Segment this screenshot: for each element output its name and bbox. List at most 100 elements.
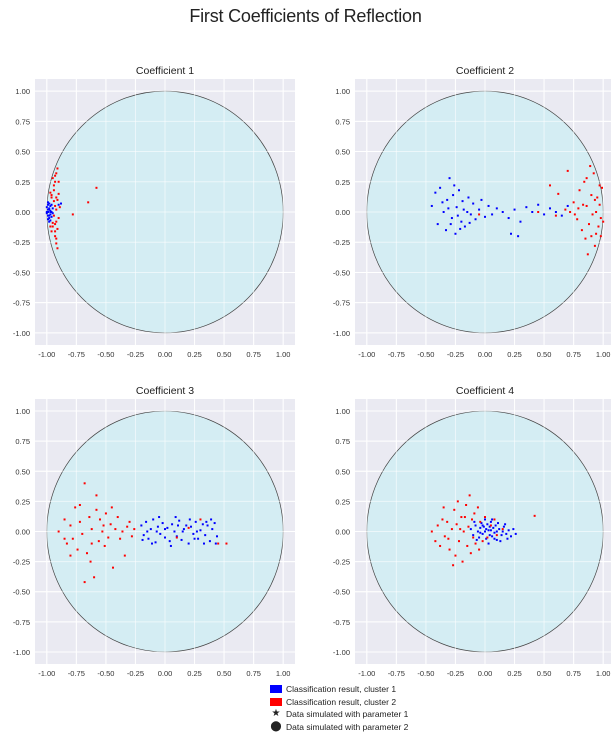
- data-point-cluster-1: [211, 528, 214, 531]
- data-point-cluster-1: [499, 540, 502, 543]
- data-point-cluster-1: [486, 523, 489, 526]
- data-point-cluster-2: [566, 169, 569, 172]
- data-point-cluster-2: [434, 540, 437, 543]
- data-point-cluster-2: [225, 542, 228, 545]
- x-tick-label: 0.00: [478, 669, 493, 678]
- x-tick-label: 0.00: [478, 350, 493, 359]
- data-point-cluster-1: [57, 203, 60, 206]
- data-point-cluster-1: [478, 208, 481, 211]
- legend-swatch-blue: [270, 685, 282, 694]
- data-point-cluster-2: [78, 520, 81, 523]
- data-point-cluster-1: [156, 525, 159, 528]
- data-point-cluster-1: [51, 212, 54, 215]
- data-point-cluster-1: [510, 535, 512, 538]
- data-point-cluster-1: [190, 525, 192, 528]
- data-point-cluster-2: [461, 560, 464, 563]
- data-point-cluster-1: [195, 530, 198, 533]
- data-point-cluster-1: [434, 191, 437, 194]
- data-point-cluster-1: [158, 516, 161, 519]
- data-point-cluster-1: [151, 542, 153, 545]
- data-point-cluster-2: [71, 213, 74, 216]
- data-point-cluster-2: [55, 220, 58, 223]
- data-point-cluster-1: [480, 198, 483, 201]
- data-point-cluster-2: [573, 213, 576, 216]
- data-point-cluster-2: [569, 211, 572, 213]
- data-point-cluster-1: [166, 526, 169, 529]
- legend-label: Classification result, cluster 2: [286, 696, 397, 707]
- x-tick-label: -1.00: [38, 669, 55, 678]
- data-point-cluster-2: [52, 200, 55, 203]
- x-tick-label: 0.75: [246, 350, 261, 359]
- subplot-title: Coefficient 4: [456, 385, 514, 397]
- data-point-cluster-1: [453, 184, 456, 187]
- data-point-cluster-1: [197, 537, 200, 540]
- legend-entry-cluster-1: Classification result, cluster 1: [270, 683, 408, 696]
- data-point-cluster-2: [455, 523, 458, 526]
- data-point-cluster-2: [467, 525, 470, 528]
- data-point-cluster-1: [141, 538, 144, 541]
- data-point-cluster-1: [48, 207, 51, 210]
- data-point-cluster-1: [481, 532, 484, 535]
- x-tick-label: -1.00: [358, 669, 375, 678]
- data-point-cluster-2: [599, 235, 602, 238]
- y-tick-label: -0.75: [13, 299, 30, 308]
- data-point-cluster-2: [597, 225, 600, 228]
- data-point-cluster-2: [114, 528, 117, 531]
- data-point-cluster-2: [442, 506, 445, 509]
- data-point-cluster-2: [95, 186, 98, 189]
- y-tick-label: -0.25: [333, 238, 350, 247]
- data-point-cluster-1: [454, 232, 457, 235]
- data-point-cluster-2: [549, 184, 551, 187]
- legend-label: Data simulated with parameter 2: [286, 721, 409, 732]
- data-point-cluster-1: [507, 529, 510, 532]
- y-tick-label: 0.25: [15, 497, 30, 506]
- y-tick-label: 0.25: [335, 178, 350, 187]
- data-point-cluster-1: [476, 530, 479, 533]
- data-point-cluster-2: [69, 554, 72, 557]
- data-point-cluster-1: [188, 518, 191, 521]
- data-point-cluster-2: [589, 165, 592, 168]
- data-point-cluster-1: [442, 211, 445, 213]
- data-point-cluster-2: [585, 204, 588, 207]
- data-point-cluster-1: [48, 220, 51, 223]
- y-tick-label: -0.25: [13, 238, 30, 247]
- y-tick-label: 0.50: [15, 148, 30, 157]
- data-point-cluster-1: [493, 537, 496, 540]
- data-point-cluster-1: [549, 207, 551, 210]
- data-point-cluster-2: [593, 244, 596, 247]
- data-point-cluster-1: [493, 531, 496, 534]
- data-point-cluster-1: [456, 214, 459, 217]
- data-point-cluster-2: [83, 581, 86, 584]
- data-point-cluster-2: [51, 177, 54, 180]
- data-point-cluster-1: [439, 186, 442, 189]
- data-point-cluster-1: [512, 528, 515, 531]
- data-point-cluster-1: [206, 524, 209, 527]
- data-point-cluster-2: [448, 548, 451, 551]
- data-point-cluster-2: [564, 208, 567, 211]
- data-point-cluster-2: [595, 211, 598, 213]
- data-point-cluster-2: [116, 516, 119, 519]
- data-point-cluster-2: [54, 174, 57, 177]
- data-point-cluster-2: [54, 180, 57, 183]
- data-point-cluster-1: [491, 213, 494, 216]
- data-point-cluster-2: [90, 542, 93, 545]
- data-point-cluster-1: [214, 542, 217, 545]
- data-point-cluster-1: [469, 528, 472, 531]
- x-tick-label: 0.75: [246, 669, 261, 678]
- data-point-cluster-2: [76, 548, 79, 551]
- data-point-cluster-1: [502, 525, 505, 528]
- data-point-cluster-2: [462, 530, 465, 533]
- data-point-cluster-1: [506, 537, 509, 540]
- data-point-cluster-1: [187, 542, 190, 545]
- data-point-cluster-1: [50, 203, 53, 206]
- data-point-cluster-2: [588, 223, 590, 226]
- data-point-cluster-1: [481, 524, 484, 527]
- data-point-cluster-2: [443, 535, 446, 538]
- data-point-cluster-2: [452, 564, 455, 567]
- data-point-cluster-1: [441, 201, 444, 204]
- x-tick-label: 0.75: [566, 350, 581, 359]
- legend-entry-cluster-2: Classification result, cluster 2: [270, 696, 408, 709]
- data-point-cluster-2: [533, 514, 536, 517]
- data-point-cluster-1: [205, 520, 208, 523]
- x-tick-label: -0.25: [447, 350, 464, 359]
